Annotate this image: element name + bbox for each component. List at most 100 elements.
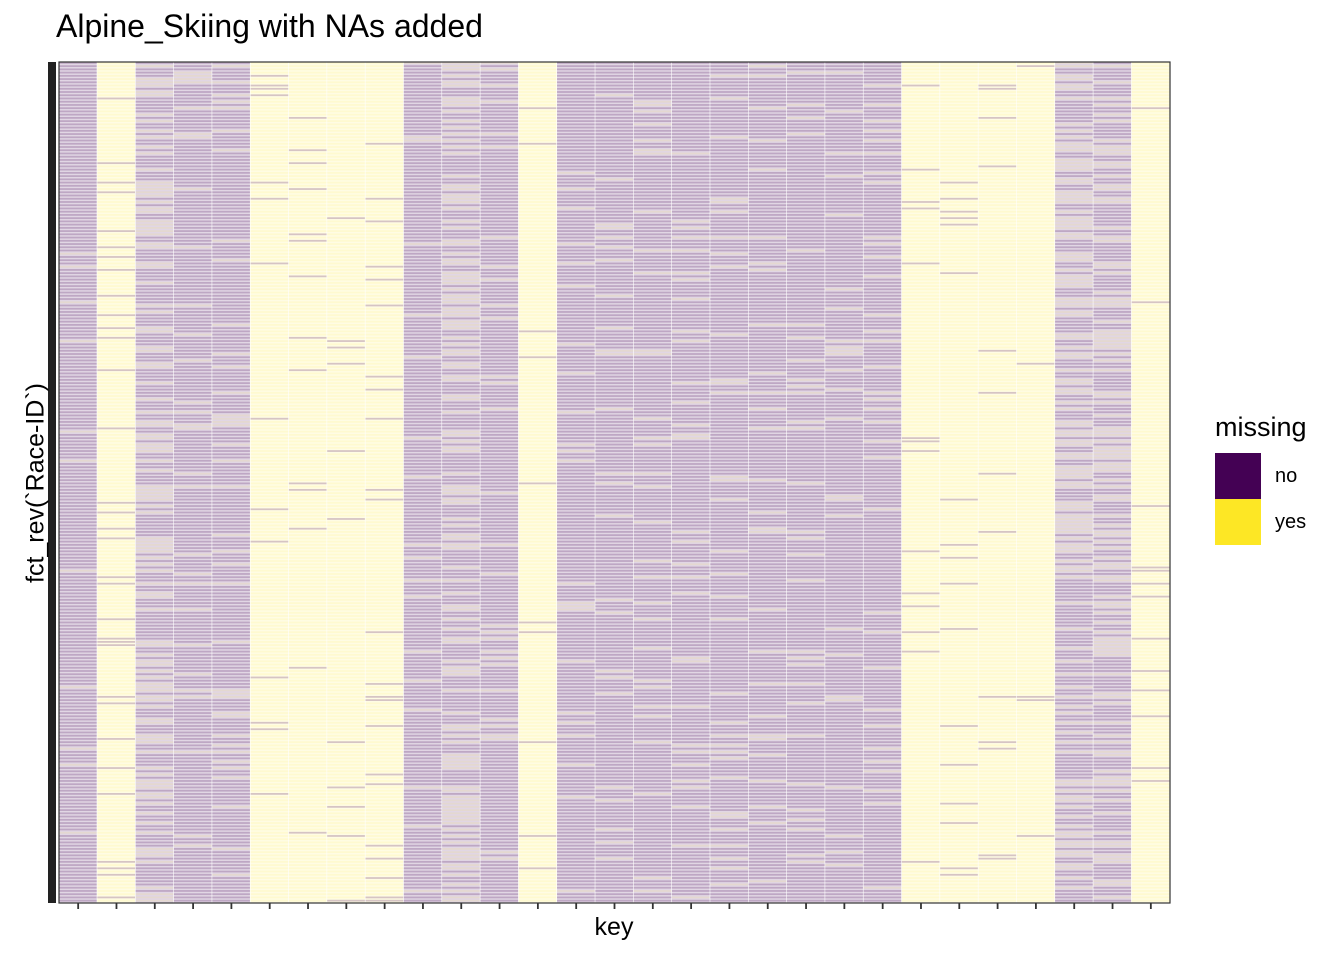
heatmap-cell xyxy=(327,256,365,258)
heatmap-cell xyxy=(212,531,250,533)
heatmap-cell xyxy=(595,275,634,278)
heatmap-cell xyxy=(595,204,634,207)
heatmap-cell xyxy=(710,498,748,501)
heatmap-cell xyxy=(403,893,442,896)
heatmap-cell xyxy=(557,171,595,174)
heatmap-cell xyxy=(327,550,365,553)
heatmap-cell xyxy=(365,560,404,562)
heatmap-cell xyxy=(480,204,519,207)
heatmap-cell xyxy=(480,366,519,368)
heatmap-cell xyxy=(403,851,442,854)
heatmap-cell xyxy=(518,233,557,236)
heatmap-cell xyxy=(671,116,710,119)
heatmap-cell xyxy=(212,605,250,608)
heatmap-cell xyxy=(97,537,136,540)
heatmap-cell xyxy=(557,162,595,165)
heatmap-cell xyxy=(557,621,595,624)
heatmap-cell xyxy=(557,443,595,446)
heatmap-cell xyxy=(671,104,710,106)
heatmap-cell xyxy=(97,349,136,352)
heatmap-cell xyxy=(403,110,442,113)
heatmap-cell xyxy=(403,666,442,669)
heatmap-cell xyxy=(250,456,289,459)
heatmap-cell xyxy=(212,327,250,330)
heatmap-cell xyxy=(595,353,634,355)
heatmap-cell xyxy=(173,201,212,203)
heatmap-cell xyxy=(710,582,748,585)
heatmap-cell xyxy=(212,482,250,485)
heatmap-cell xyxy=(518,841,557,844)
heatmap-cell xyxy=(135,116,174,119)
heatmap-cell xyxy=(403,731,442,734)
heatmap-cell xyxy=(212,97,250,100)
heatmap-cell xyxy=(288,702,327,705)
heatmap-cell xyxy=(595,149,634,152)
heatmap-cell xyxy=(327,899,365,902)
heatmap-cell xyxy=(633,272,672,275)
heatmap-cell xyxy=(288,673,327,676)
heatmap-cell xyxy=(518,728,557,731)
heatmap-cell xyxy=(633,466,672,469)
heatmap-cell xyxy=(97,715,136,718)
heatmap-cell xyxy=(59,239,97,242)
heatmap-cell xyxy=(403,408,442,410)
heatmap-cell xyxy=(557,637,595,640)
heatmap-cell xyxy=(633,586,672,588)
heatmap-cell xyxy=(327,424,365,427)
heatmap-cell xyxy=(250,641,289,643)
heatmap-cell xyxy=(212,699,250,701)
heatmap-cell xyxy=(557,867,595,870)
heatmap-cell xyxy=(97,498,136,501)
heatmap-cell xyxy=(173,692,212,695)
heatmap-cell xyxy=(135,369,174,372)
heatmap-cell xyxy=(173,621,212,624)
heatmap-cell xyxy=(518,243,557,245)
heatmap-cell xyxy=(748,68,787,71)
heatmap-cell xyxy=(442,463,480,465)
heatmap-cell xyxy=(135,660,174,663)
heatmap-cell xyxy=(671,702,710,705)
heatmap-cell xyxy=(557,598,595,601)
heatmap-cell xyxy=(480,201,519,203)
heatmap-cell xyxy=(288,880,327,883)
heatmap-cell xyxy=(480,479,519,482)
heatmap-cell xyxy=(557,388,595,391)
heatmap-cell xyxy=(212,586,250,588)
heatmap-cell xyxy=(59,456,97,459)
heatmap-cell xyxy=(212,340,250,342)
heatmap-cell xyxy=(135,191,174,194)
heatmap-cell xyxy=(442,540,480,543)
heatmap-cell xyxy=(557,197,595,200)
heatmap-cell xyxy=(748,207,787,210)
heatmap-cell xyxy=(633,747,672,750)
heatmap-cell xyxy=(748,650,787,653)
heatmap-cell xyxy=(135,767,174,769)
heatmap-cell xyxy=(748,304,787,307)
heatmap-cell xyxy=(212,262,250,265)
heatmap-cell xyxy=(710,414,748,417)
heatmap-cell xyxy=(59,84,97,87)
heatmap-cell xyxy=(710,543,748,546)
heatmap-cell xyxy=(59,281,97,284)
heatmap-cell xyxy=(365,197,404,200)
heatmap-cell xyxy=(97,165,136,168)
heatmap-cell xyxy=(250,226,289,229)
heatmap-cell xyxy=(748,634,787,637)
heatmap-cell xyxy=(671,877,710,879)
heatmap-cell xyxy=(250,433,289,436)
heatmap-cell xyxy=(671,362,710,365)
heatmap-cell xyxy=(288,831,327,834)
heatmap-cell xyxy=(173,822,212,824)
heatmap-cell xyxy=(403,191,442,194)
heatmap-cell xyxy=(327,770,365,773)
heatmap-column-stripes-6 xyxy=(250,62,289,902)
heatmap-cell xyxy=(403,142,442,145)
heatmap-cell xyxy=(250,886,289,889)
heatmap-cell xyxy=(250,197,289,200)
heatmap-cell xyxy=(327,880,365,883)
heatmap-cell xyxy=(595,860,634,863)
heatmap-cell xyxy=(365,540,404,543)
heatmap-cell xyxy=(442,353,480,355)
heatmap-cell xyxy=(403,223,442,226)
heatmap-cell xyxy=(518,518,557,520)
